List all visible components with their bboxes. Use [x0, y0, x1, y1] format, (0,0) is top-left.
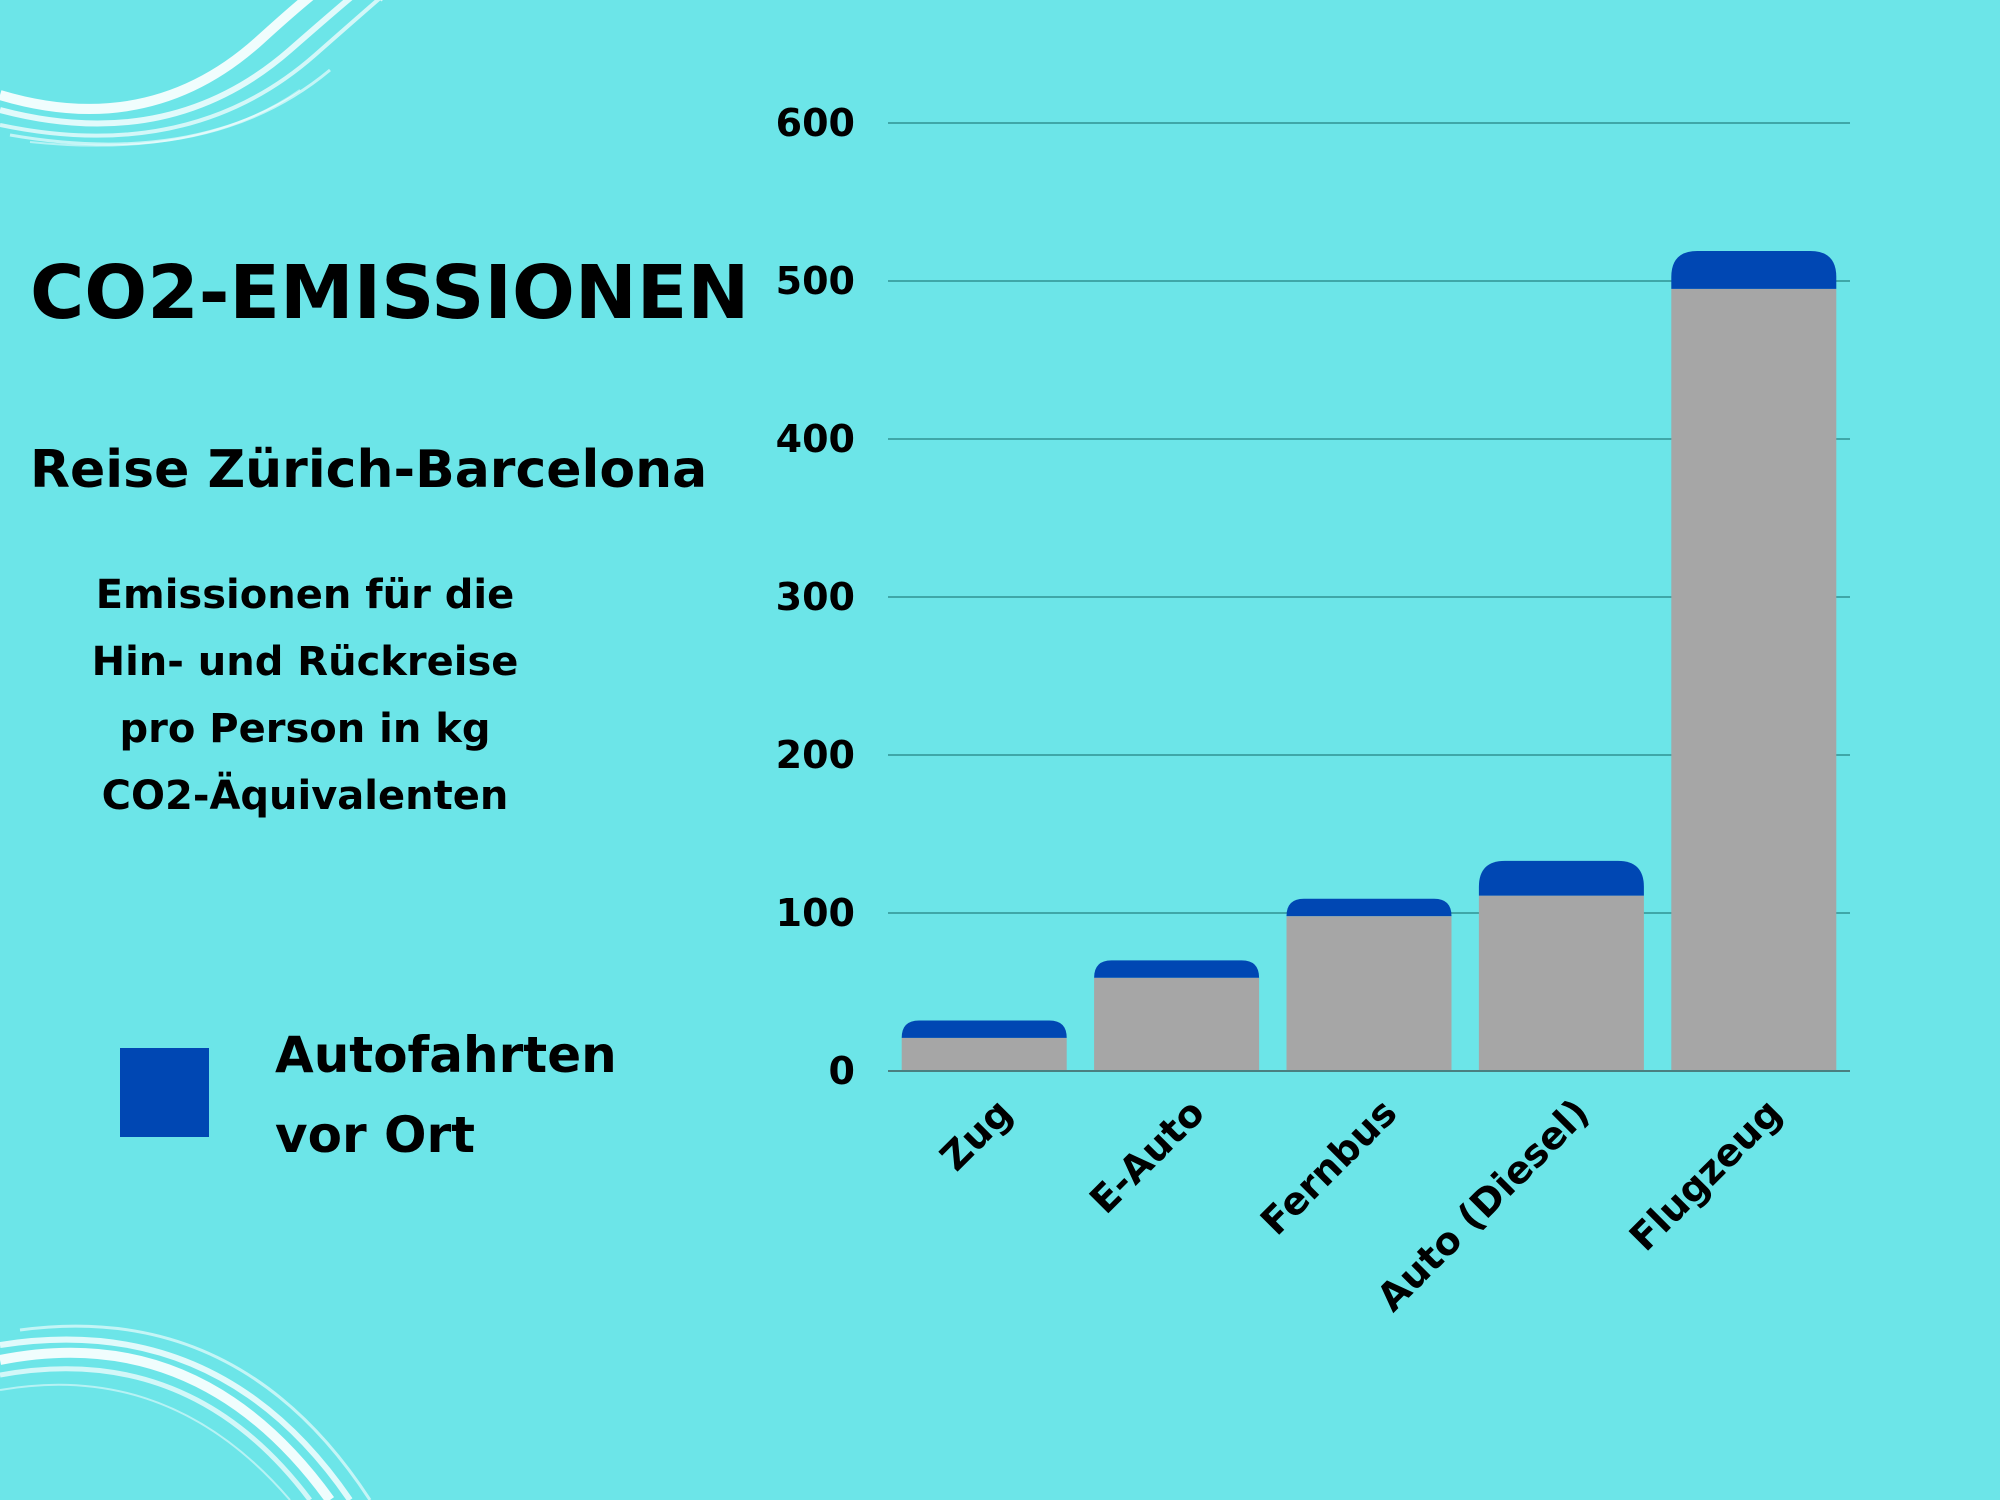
- legend-label: Autofahrten vor Ort: [275, 1015, 695, 1175]
- x-tick-label: E-Auto: [1081, 1090, 1213, 1222]
- x-tick-label: Auto (Diesel): [1368, 1090, 1597, 1319]
- y-tick-label: 500: [776, 259, 855, 303]
- bar-base: [901, 1037, 1067, 1071]
- bar-stack: [1671, 250, 1837, 289]
- chart-description: Emissionen für die Hin- und Rückreise pr…: [40, 562, 570, 830]
- description-line: Emissionen für die: [95, 572, 515, 618]
- x-tick-label: Fernbus: [1252, 1090, 1405, 1243]
- page-title: CO2-EMISSIONEN: [30, 250, 750, 336]
- x-tick-label: Flugzeug: [1621, 1090, 1790, 1259]
- legend-label-line: vor Ort: [275, 1106, 476, 1164]
- y-tick-label: 0: [829, 1049, 855, 1093]
- bar-stack: [1286, 898, 1452, 917]
- bar-stack: [901, 1020, 1067, 1038]
- y-tick-label: 600: [776, 101, 855, 145]
- bar-stack: [1094, 960, 1260, 978]
- bar-base: [1671, 288, 1837, 1071]
- description-line: pro Person in kg: [119, 706, 491, 752]
- y-tick-label: 300: [776, 575, 855, 619]
- legend-label-line: Autofahrten: [275, 1026, 617, 1084]
- y-tick-label: 100: [776, 891, 855, 935]
- bar-base: [1286, 916, 1452, 1071]
- legend-swatch: [120, 1048, 209, 1137]
- x-tick-label: Zug: [932, 1090, 1021, 1179]
- description-line: Hin- und Rückreise: [91, 639, 519, 685]
- y-tick-label: 400: [776, 417, 855, 461]
- bar-base: [1478, 895, 1644, 1071]
- y-tick-label: 200: [776, 733, 855, 777]
- decorative-swirl-bottom-left: [0, 1324, 372, 1500]
- bar-base: [1094, 977, 1260, 1071]
- description-line: CO2-Äquivalenten: [101, 773, 509, 819]
- decorative-swirl-top-left: [0, 0, 383, 147]
- bar-stack: [1478, 860, 1644, 896]
- page-subtitle: Reise Zürich-Barcelona: [30, 440, 708, 500]
